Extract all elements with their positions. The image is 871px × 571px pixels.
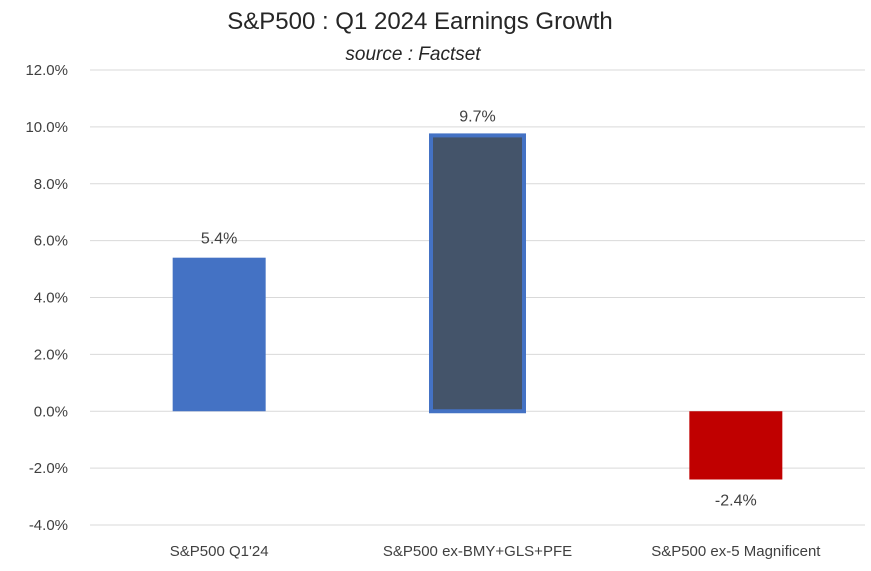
y-tick-label: 0.0% [34,403,68,420]
y-tick-label: 10.0% [25,119,68,136]
x-axis-categories: S&P500 Q1'24 S&P500 ex-BMY+GLS+PFE S&P500 … [170,543,822,560]
data-label: -2.4% [715,493,757,510]
bar [689,411,783,480]
data-labels: 5.4% 9.7% -2.4% [201,108,757,509]
y-axis-ticks: 12.0% 10.0% 8.0% 6.0% 4.0% 2.0% 0.0% -2.0% -4.0% [25,62,68,534]
y-tick-label: 2.0% [34,346,68,363]
chart-subtitle: source : Factset [345,44,481,65]
bar [429,133,526,414]
y-tick-label: 6.0% [34,233,68,250]
data-label: 5.4% [201,231,237,248]
y-tick-label: -4.0% [29,517,68,534]
chart-title: S&P500 : Q1 2024 Earnings Growth [227,8,613,35]
y-tick-label: -2.0% [29,460,68,477]
x-category-label: S&P500 ex-BMY+GLS+PFE [383,543,572,560]
bar [172,257,266,412]
x-category-label: S&P500 Q1'24 [170,543,269,560]
bars [172,133,783,480]
data-label: 9.7% [459,108,495,125]
y-tick-label: 8.0% [34,176,68,193]
y-tick-label: 4.0% [34,290,68,307]
y-tick-label: 12.0% [25,62,68,79]
x-category-label: S&P500 ex-5 Magnificent [651,543,821,560]
